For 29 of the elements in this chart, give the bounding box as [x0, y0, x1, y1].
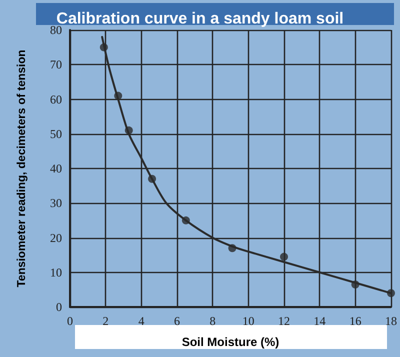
- point: [280, 252, 288, 261]
- x-tick-label: 16: [349, 314, 362, 328]
- x-tick-label: 2: [102, 314, 109, 328]
- x-tick-label: 14: [314, 314, 326, 328]
- point: [182, 216, 190, 224]
- point: [148, 174, 156, 183]
- point: [100, 43, 108, 52]
- x-tick-label: 12: [278, 314, 290, 328]
- y-tick-label: 60: [50, 92, 62, 106]
- x-axis-title: Soil Moisture (%): [182, 335, 280, 349]
- y-tick-label: 10: [50, 265, 62, 280]
- x-tick-label: 8: [210, 314, 216, 328]
- y-axis-title: Tensiometer reading, decimeters of tension: [16, 50, 28, 288]
- x-tick-label: 18: [385, 314, 397, 328]
- y-tick-label: 40: [50, 162, 62, 176]
- y-tick-label: 20: [50, 230, 62, 245]
- point: [228, 244, 236, 252]
- y-tick-label: 50: [50, 126, 62, 141]
- y-tick-label: 30: [50, 196, 62, 210]
- point: [351, 280, 360, 288]
- point: [114, 92, 122, 100]
- x-tick-label: 10: [242, 314, 254, 328]
- point: [387, 289, 395, 298]
- x-tick-label: 0: [67, 314, 73, 328]
- point: [124, 126, 133, 134]
- x-tick-label: 6: [174, 314, 180, 328]
- y-tick-label: 0: [56, 300, 62, 314]
- y-tick-label: 70: [50, 58, 62, 72]
- x-tick-label: 4: [138, 314, 144, 328]
